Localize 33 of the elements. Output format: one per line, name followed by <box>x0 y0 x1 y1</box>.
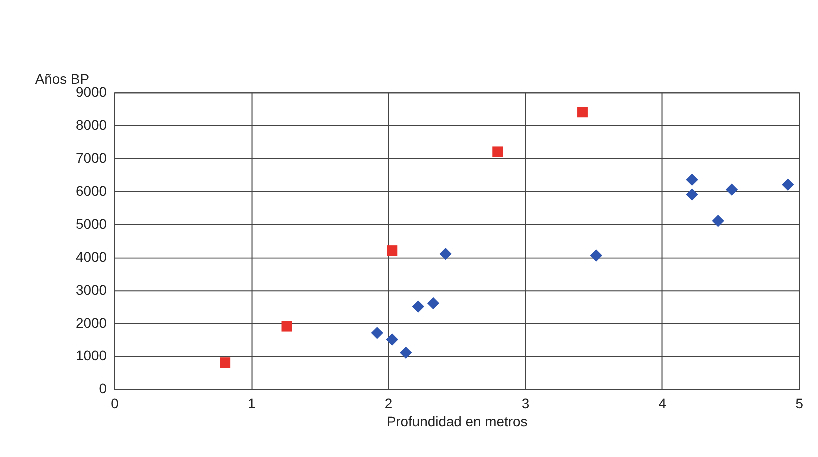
point <box>387 246 398 256</box>
point <box>686 188 698 201</box>
x-tick-label: 0 <box>111 396 120 412</box>
y-tick-label: 5000 <box>76 216 108 232</box>
point <box>492 146 504 158</box>
point <box>782 178 794 191</box>
y-tick-label: 8000 <box>76 117 108 134</box>
y-tick-label: 0 <box>99 380 108 397</box>
point <box>412 300 425 313</box>
y-tick-label: 1000 <box>76 348 108 364</box>
point <box>440 248 452 260</box>
y-tick-label: 6000 <box>76 182 108 199</box>
point <box>686 174 698 186</box>
y-tick-label: 4000 <box>76 248 108 265</box>
point <box>220 358 231 368</box>
point <box>371 327 384 340</box>
x-axis-title: Profundidad en metros <box>386 413 528 430</box>
x-tick-label: 2 <box>384 396 393 412</box>
point <box>726 184 738 196</box>
point <box>282 321 292 332</box>
x-tick-label: 1 <box>248 396 256 412</box>
point <box>578 107 588 118</box>
point <box>712 215 724 228</box>
point <box>386 334 399 346</box>
y-tick-label: 7000 <box>76 150 108 166</box>
x-tick-label: 4 <box>658 396 667 412</box>
point <box>400 346 412 360</box>
point <box>590 250 603 262</box>
x-tick-label: 5 <box>796 396 804 412</box>
x-tick-label: 3 <box>522 396 530 412</box>
point <box>427 297 440 310</box>
y-tick-label: 3000 <box>76 282 108 298</box>
y-tick-label: 2000 <box>76 314 108 331</box>
